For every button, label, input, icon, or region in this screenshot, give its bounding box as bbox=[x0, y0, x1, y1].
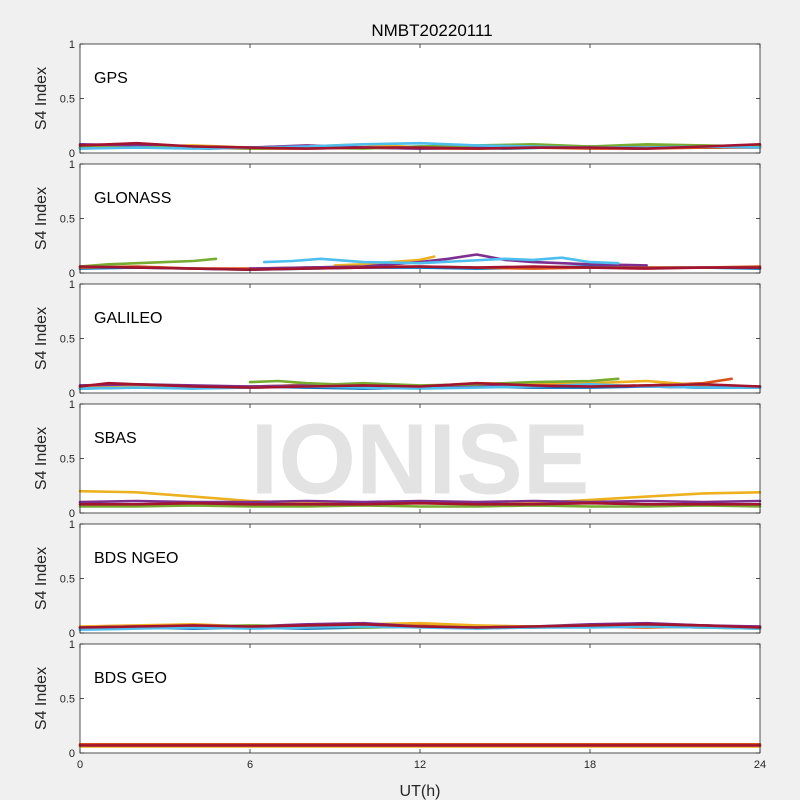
y-tick-label: 1 bbox=[69, 519, 75, 531]
y-axis-label: S4 Index bbox=[33, 187, 50, 250]
y-axis-label: S4 Index bbox=[33, 307, 50, 370]
y-axis-label: S4 Index bbox=[33, 427, 50, 490]
x-tick-label: 6 bbox=[247, 759, 253, 771]
panel-label: GALILEO bbox=[94, 310, 162, 327]
y-tick-label: 1 bbox=[69, 159, 75, 171]
series-line bbox=[78, 622, 762, 629]
axes-background bbox=[80, 284, 760, 393]
x-tick-label: 18 bbox=[584, 759, 596, 771]
series-line bbox=[262, 256, 620, 265]
chart-title: NMBT20220111 bbox=[371, 21, 492, 40]
axes-background bbox=[80, 164, 760, 273]
y-tick-label: 1 bbox=[69, 639, 75, 651]
series-line bbox=[78, 257, 218, 268]
y-axis-label: S4 Index bbox=[33, 667, 50, 730]
y-tick-label: 1 bbox=[69, 399, 75, 411]
x-tick-label: 0 bbox=[77, 759, 83, 771]
series-line bbox=[78, 504, 762, 508]
y-tick-label: 0 bbox=[69, 748, 75, 760]
series-line bbox=[78, 381, 762, 389]
x-tick-label: 24 bbox=[754, 759, 766, 771]
y-tick-label: 0.5 bbox=[60, 334, 75, 346]
series-line bbox=[78, 501, 762, 506]
panel-bds-ngeo: 0 0.5 1 S4 Index BDS NGEO bbox=[33, 519, 762, 640]
panel-label: SBAS bbox=[94, 430, 137, 447]
axes-background bbox=[80, 524, 760, 633]
series-line bbox=[78, 265, 762, 272]
y-tick-label: 0.5 bbox=[60, 214, 75, 226]
panel-galileo: 0 0.5 1 S4 Index GALILEO bbox=[33, 279, 762, 400]
y-tick-label: 0 bbox=[69, 508, 75, 520]
y-tick-label: 0.5 bbox=[60, 94, 75, 106]
y-tick-label: 0 bbox=[69, 148, 75, 160]
y-axis-label: S4 Index bbox=[33, 67, 50, 130]
x-axis-label: UT(h) bbox=[400, 783, 441, 800]
panel-label: BDS GEO bbox=[94, 670, 167, 687]
y-tick-label: 0.5 bbox=[60, 454, 75, 466]
y-tick-label: 0.5 bbox=[60, 694, 75, 706]
panel-label: BDS NGEO bbox=[94, 550, 178, 567]
panel-glonass: 0 0.5 1 S4 Index GLONASS bbox=[33, 159, 762, 280]
x-tick-label: 12 bbox=[414, 759, 426, 771]
panel-bds-geo: 0 0.5 1 0 6 12 18 24 S4 Index BDS GEO bbox=[33, 639, 766, 771]
y-tick-label: 0 bbox=[69, 268, 75, 280]
series-line bbox=[78, 141, 762, 150]
panel-sbas: IONISE 0 0.5 1 S4 Index SBAS bbox=[33, 399, 762, 520]
axes-background bbox=[80, 44, 760, 153]
axes-background bbox=[80, 404, 760, 513]
panel-gps: 0 0.5 1 S4 Index GPS bbox=[33, 39, 762, 160]
panel-label: GLONASS bbox=[94, 190, 171, 207]
y-tick-label: 0 bbox=[69, 628, 75, 640]
axes-background bbox=[80, 644, 760, 753]
y-tick-label: 0 bbox=[69, 388, 75, 400]
series-line bbox=[248, 377, 620, 387]
y-tick-label: 1 bbox=[69, 279, 75, 291]
panels-group: 0 0.5 1 S4 Index GPS 0 0.5 1 S4 Index GLONASS 0 0.5… bbox=[33, 39, 766, 771]
y-tick-label: 1 bbox=[69, 39, 75, 51]
panel-label: GPS bbox=[94, 70, 128, 87]
watermark-text: IONISE bbox=[251, 403, 590, 515]
y-axis-label: S4 Index bbox=[33, 547, 50, 610]
y-tick-label: 0.5 bbox=[60, 574, 75, 586]
